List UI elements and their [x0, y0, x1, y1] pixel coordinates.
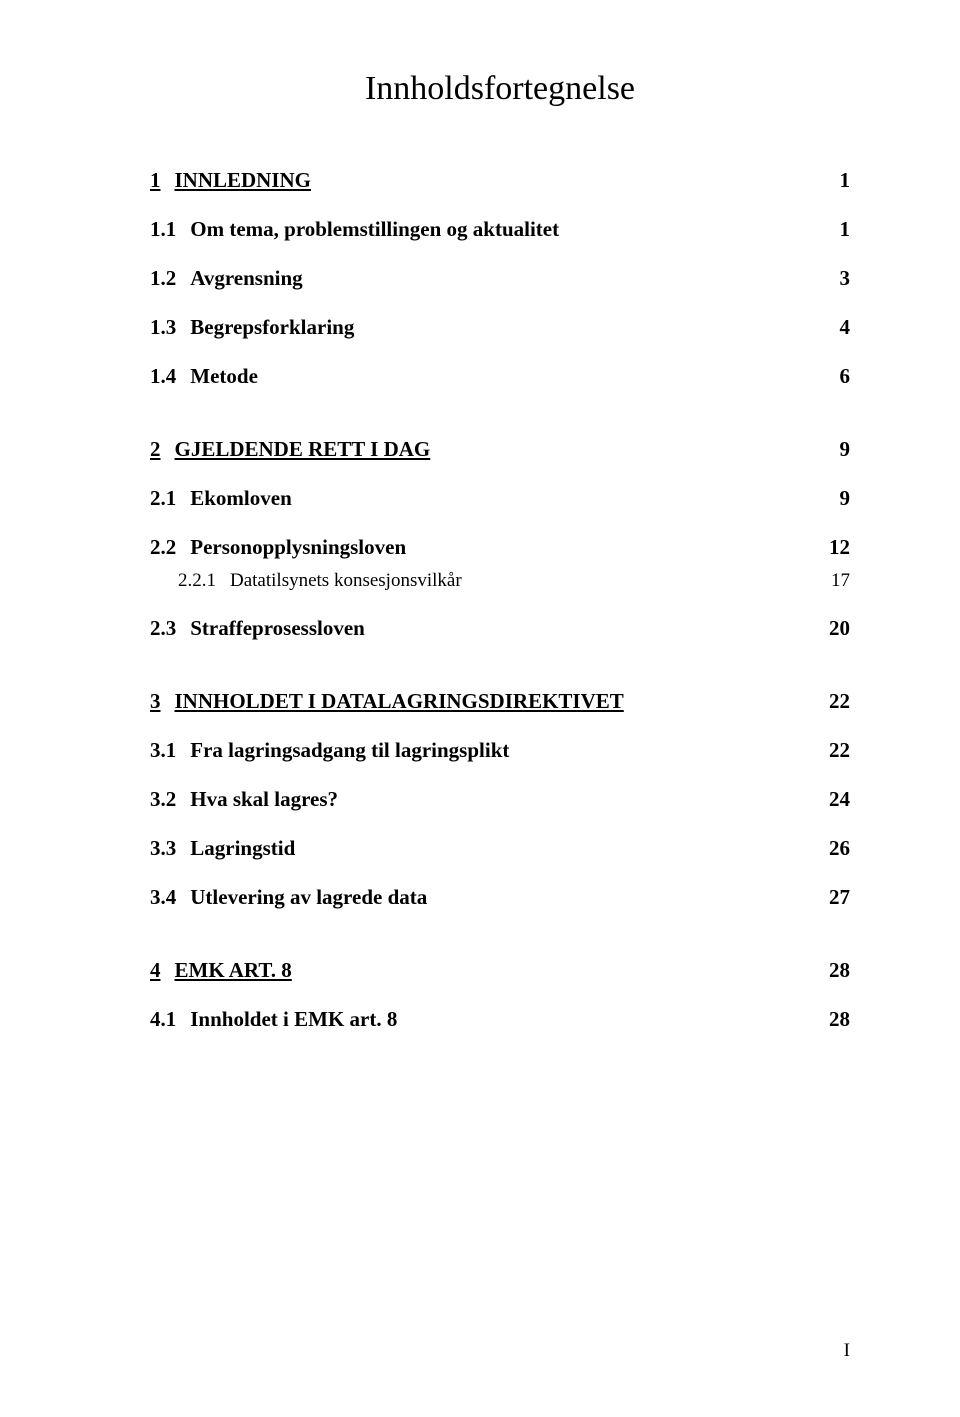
toc-entry-lvl2: 3.3 Lagringstid 26 [150, 836, 850, 861]
toc-entry-lvl2: 3.1 Fra lagringsadgang til lagringsplikt… [150, 738, 850, 763]
toc-number: 2.2.1 [178, 570, 230, 592]
toc-entry-lvl2: 4.1 Innholdet i EMK art. 8 28 [150, 1007, 850, 1032]
toc-page: 22 [825, 689, 850, 714]
toc-entry-lvl2: 2.1 Ekomloven 9 [150, 486, 850, 511]
toc-page: 20 [825, 616, 850, 641]
toc-page: 1 [836, 168, 851, 193]
toc-number: 4.1 [150, 1007, 190, 1032]
toc-entry-lvl2: 1.2 Avgrensning 3 [150, 266, 850, 291]
toc-label: Datatilsynets konsesjonsvilkår [230, 570, 462, 592]
toc-entry-lvl2: 1.3 Begrepsforklaring 4 [150, 315, 850, 340]
toc-page: 1 [836, 217, 851, 242]
toc-number: 2.1 [150, 486, 190, 511]
toc-number: 1.2 [150, 266, 190, 291]
toc-number: 1.1 [150, 217, 190, 242]
toc-number: 2 [150, 437, 175, 462]
toc-number: 3.2 [150, 787, 190, 812]
toc-page: 22 [825, 738, 850, 763]
toc-page: 9 [836, 437, 851, 462]
toc-number: 2.3 [150, 616, 190, 641]
toc-label: Fra lagringsadgang til lagringsplikt [190, 738, 509, 763]
toc-page: 6 [836, 364, 851, 389]
toc-page: 24 [825, 787, 850, 812]
toc-label: Ekomloven [190, 486, 292, 511]
toc-number: 1.4 [150, 364, 190, 389]
toc-label: INNLEDNING [175, 168, 312, 193]
toc-number: 3.4 [150, 885, 190, 910]
toc-entry-lvl2: 1.1 Om tema, problemstillingen og aktual… [150, 217, 850, 242]
toc-entry-lvl2: 1.4 Metode 6 [150, 364, 850, 389]
toc-page: 17 [827, 570, 850, 592]
toc-label: Personopplysningsloven [190, 535, 406, 560]
toc-number: 2.2 [150, 535, 190, 560]
toc-entry-lvl2: 3.2 Hva skal lagres? 24 [150, 787, 850, 812]
toc-number: 4 [150, 958, 175, 983]
toc-title: Innholdsfortegnelse [150, 70, 850, 108]
toc-page: 4 [836, 315, 851, 340]
toc-entry-lvl3: 2.2.1 Datatilsynets konsesjonsvilkår 17 [150, 570, 850, 592]
toc-label: GJELDENDE RETT I DAG [175, 437, 431, 462]
toc-label: Avgrensning [190, 266, 302, 291]
toc-page: 9 [836, 486, 851, 511]
toc-entry-lvl1: 1 INNLEDNING 1 [150, 168, 850, 193]
toc-label: Utlevering av lagrede data [190, 885, 427, 910]
toc-entry-lvl2: 2.3 Straffeprosessloven 20 [150, 616, 850, 641]
toc-page: 26 [825, 836, 850, 861]
toc-label: Om tema, problemstillingen og aktualitet [190, 217, 559, 242]
page-number: I [844, 1340, 850, 1362]
toc-page: 27 [825, 885, 850, 910]
toc-label: Hva skal lagres? [190, 787, 338, 812]
toc-number: 3.1 [150, 738, 190, 763]
toc-label: INNHOLDET I DATALAGRINGSDIREKTIVET [175, 689, 624, 714]
toc-body: 1 INNLEDNING 1 1.1 Om tema, problemstill… [150, 168, 850, 1032]
toc-label: Begrepsforklaring [190, 315, 354, 340]
toc-page: 12 [825, 535, 850, 560]
toc-label: Straffeprosessloven [190, 616, 365, 641]
toc-label: Lagringstid [190, 836, 295, 861]
toc-page: 3 [836, 266, 851, 291]
toc-page: 28 [825, 1007, 850, 1032]
toc-number: 3 [150, 689, 175, 714]
toc-entry-lvl1: 4 EMK ART. 8 28 [150, 958, 850, 983]
toc-label: EMK ART. 8 [175, 958, 292, 983]
toc-entry-lvl2: 2.2 Personopplysningsloven 12 [150, 535, 850, 560]
document-page: Innholdsfortegnelse 1 INNLEDNING 1 1.1 O… [0, 0, 960, 1417]
toc-number: 1.3 [150, 315, 190, 340]
toc-label: Innholdet i EMK art. 8 [190, 1007, 397, 1032]
toc-page: 28 [825, 958, 850, 983]
toc-entry-lvl2: 3.4 Utlevering av lagrede data 27 [150, 885, 850, 910]
toc-label: Metode [190, 364, 258, 389]
toc-entry-lvl1: 3 INNHOLDET I DATALAGRINGSDIREKTIVET 22 [150, 689, 850, 714]
toc-number: 1 [150, 168, 175, 193]
toc-entry-lvl1: 2 GJELDENDE RETT I DAG 9 [150, 437, 850, 462]
toc-number: 3.3 [150, 836, 190, 861]
